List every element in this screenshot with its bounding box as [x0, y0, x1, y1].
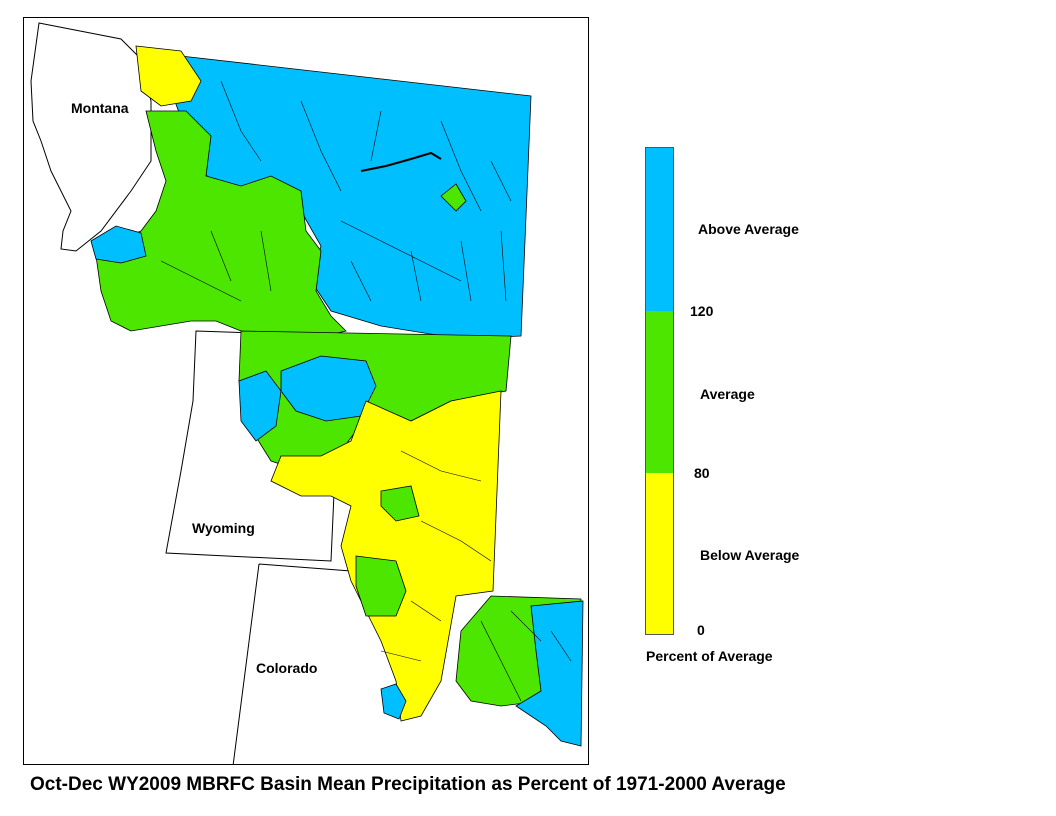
colorado-outline — [232, 563, 352, 764]
legend-color-bar — [645, 147, 674, 635]
basin-region-average-south2 — [380, 485, 420, 522]
legend-segment-below — [646, 473, 673, 634]
map-caption: Oct-Dec WY2009 MBRFC Basin Mean Precipit… — [30, 774, 786, 795]
legend-tick-80: 80 — [694, 465, 710, 481]
basin-region-average-south1 — [355, 555, 407, 617]
state-label-colorado: Colorado — [256, 660, 318, 676]
basin-region-above-west — [90, 225, 147, 264]
state-label-wyoming: Wyoming — [192, 520, 255, 536]
legend-below-label: Below Average — [700, 547, 800, 563]
basin-boundaries — [160, 80, 572, 702]
legend-segment-average — [646, 311, 673, 473]
reservoir-line — [360, 151, 442, 172]
legend-tick-0: 0 — [697, 622, 705, 638]
legend-tick-120: 120 — [690, 303, 714, 319]
legend-title: Percent of Average — [646, 648, 773, 664]
basin-region-above-se — [515, 600, 584, 747]
basin-region-below-south — [270, 390, 502, 722]
basin-region-above-leftstrip — [238, 370, 282, 442]
basin-region-above-sw — [380, 683, 407, 720]
state-label-montana: Montana — [71, 100, 129, 116]
legend-segment-above — [646, 148, 673, 311]
basin-region-average-east — [440, 183, 467, 212]
legend-above-label: Above Average — [698, 221, 799, 237]
basin-region-below-north — [135, 45, 202, 107]
legend-average-label: Average — [700, 386, 755, 402]
map-frame: Montana Wyoming Colorado — [23, 17, 589, 765]
basin-map — [30, 22, 584, 764]
montana-outline — [30, 22, 152, 252]
